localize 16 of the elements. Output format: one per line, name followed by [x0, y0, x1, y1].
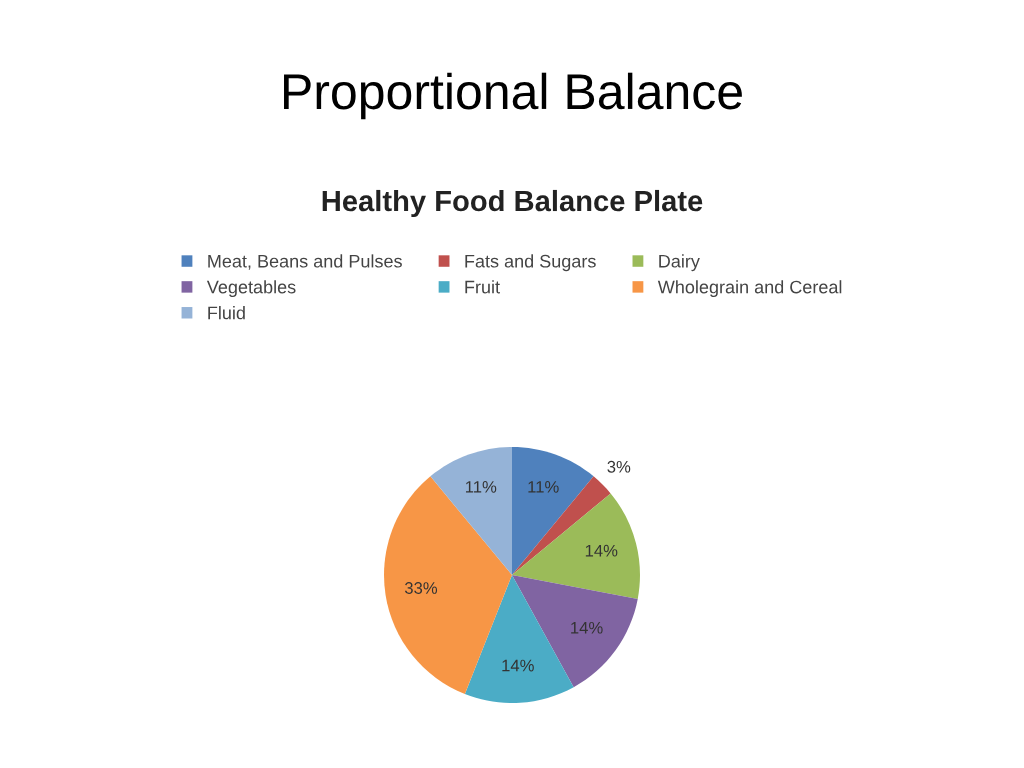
legend-label: Fats and Sugars	[465, 254, 596, 272]
data-label: 33%	[404, 582, 438, 594]
data-label: 3%	[607, 460, 631, 473]
legend-label: Fluid	[208, 306, 245, 320]
legend-label: Fruit	[465, 280, 500, 294]
data-label: 14%	[585, 544, 618, 557]
legend-label: Wholegrain and Cereal	[657, 280, 842, 298]
chart-title: Proportional Balance	[284, 72, 742, 120]
data-label: 11%	[465, 481, 497, 493]
legend-label: Dairy	[659, 254, 700, 272]
legend-label: Meat, Beans and Pulses	[208, 254, 402, 270]
chart-subtitle: Healthy Food Balance Plate	[322, 189, 703, 218]
data-label: 14%	[571, 621, 603, 634]
legend-label: Vegetables	[206, 280, 296, 298]
data-label: 11%	[528, 481, 559, 493]
data-label: 14%	[502, 659, 534, 672]
